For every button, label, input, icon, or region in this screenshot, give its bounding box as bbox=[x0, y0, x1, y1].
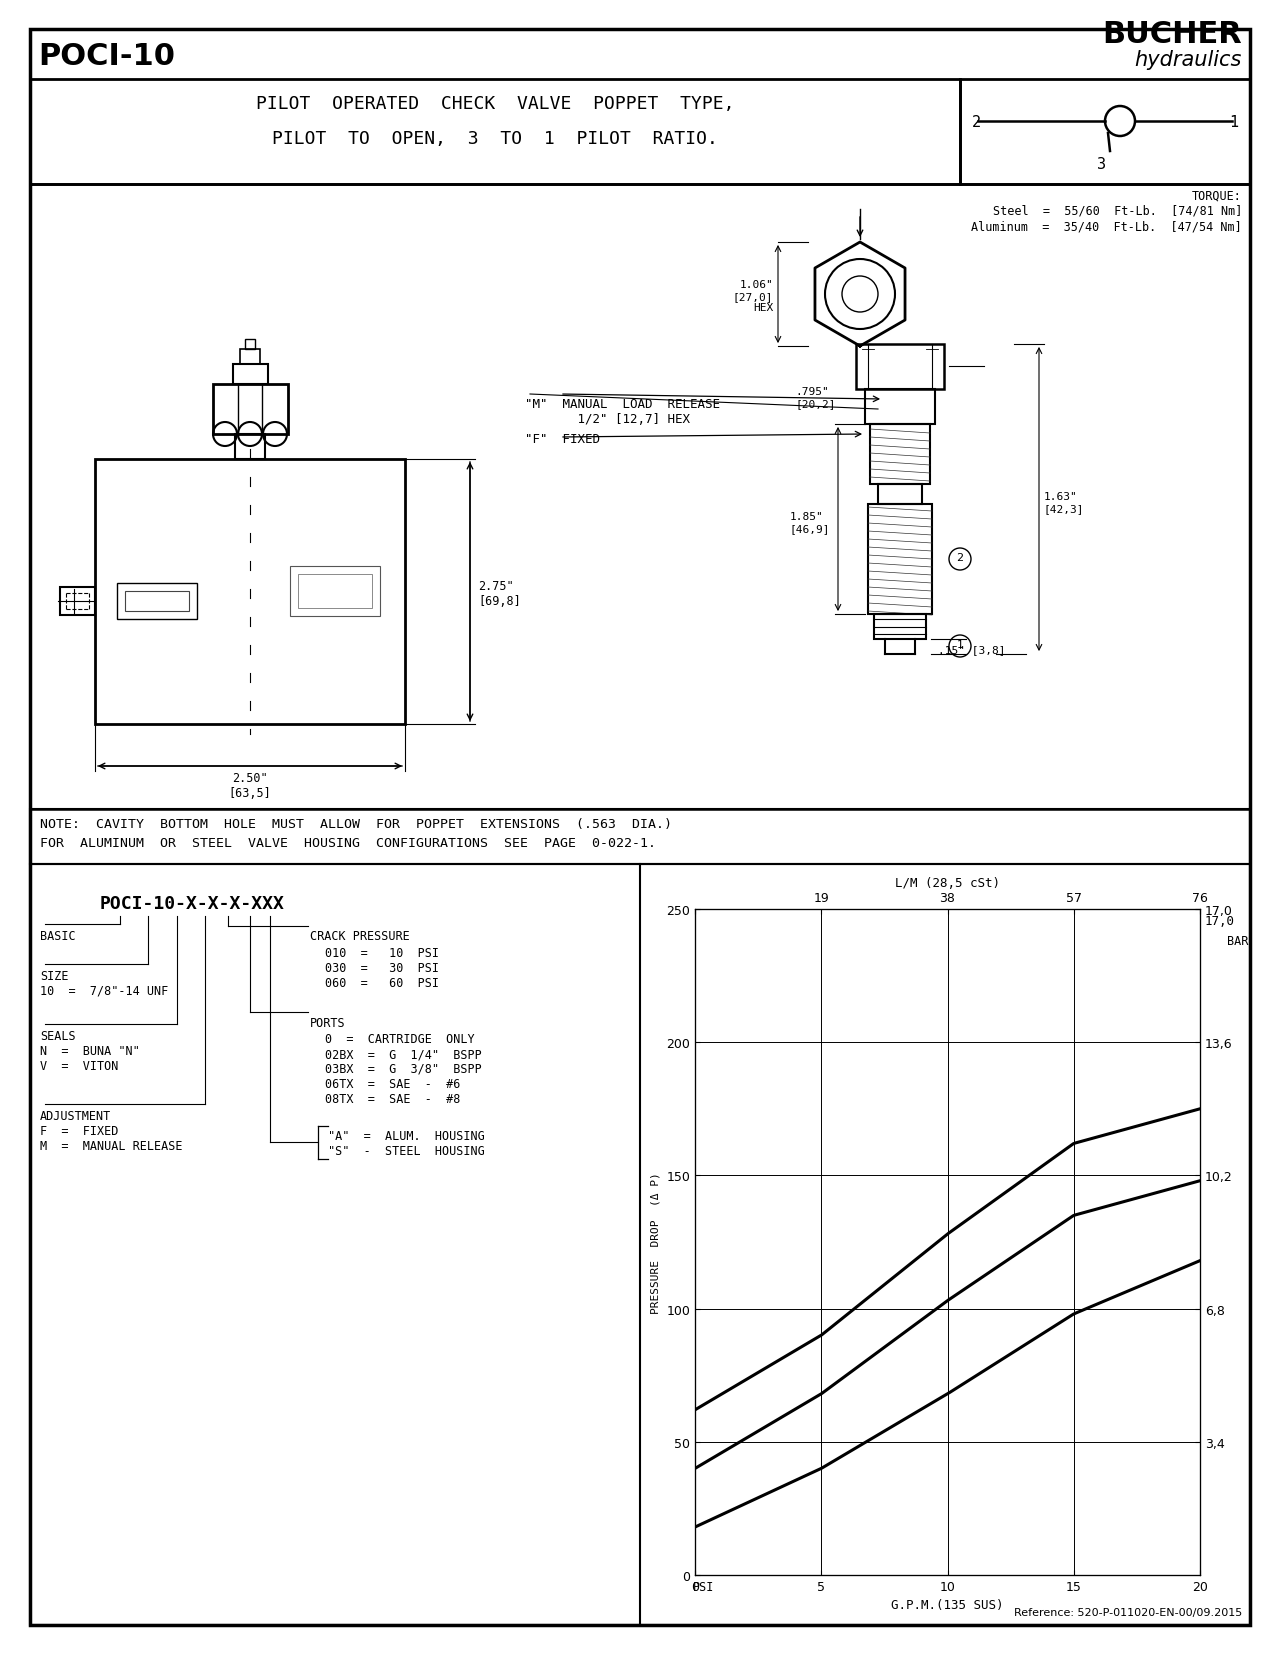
Bar bbox=[236, 435, 265, 460]
Text: 3: 3 bbox=[1097, 157, 1107, 172]
Text: Aluminum  =  35/40  Ft-Lb.  [47/54 Nm]: Aluminum = 35/40 Ft-Lb. [47/54 Nm] bbox=[972, 220, 1242, 233]
Text: PORTS: PORTS bbox=[310, 1016, 346, 1029]
Bar bbox=[29, 185, 1251, 809]
Text: Reference: 520-P-011020-EN-00/09.2015: Reference: 520-P-011020-EN-00/09.2015 bbox=[1014, 1607, 1242, 1617]
Y-axis label: PRESSURE  DROP  (Δ P): PRESSURE DROP (Δ P) bbox=[650, 1172, 660, 1312]
Text: 010  =   10  PSI: 010 = 10 PSI bbox=[325, 947, 439, 960]
Bar bbox=[960, 79, 1251, 185]
Text: 1: 1 bbox=[1229, 114, 1238, 131]
Bar bbox=[856, 344, 945, 391]
Text: POCI-10: POCI-10 bbox=[38, 41, 175, 71]
Text: 1.63"
[42,3]: 1.63" [42,3] bbox=[1044, 492, 1084, 513]
Text: 0  =  CARTRIDGE  ONLY: 0 = CARTRIDGE ONLY bbox=[325, 1033, 475, 1046]
Text: "A"  =  ALUM.  HOUSING: "A" = ALUM. HOUSING bbox=[328, 1129, 485, 1142]
Text: 2.75"
[69,8]: 2.75" [69,8] bbox=[477, 579, 521, 607]
Text: 06TX  =  SAE  -  #6: 06TX = SAE - #6 bbox=[325, 1077, 461, 1091]
Text: 1.85"
[46,9]: 1.85" [46,9] bbox=[790, 511, 831, 533]
Bar bbox=[116, 584, 197, 619]
Text: ADJUSTMENT
F  =  FIXED
M  =  MANUAL RELEASE: ADJUSTMENT F = FIXED M = MANUAL RELEASE bbox=[40, 1109, 183, 1152]
Text: 08TX  =  SAE  -  #8: 08TX = SAE - #8 bbox=[325, 1092, 461, 1106]
Text: 2.50"
[63,5]: 2.50" [63,5] bbox=[229, 771, 271, 799]
Bar bbox=[60, 588, 95, 616]
Text: Steel  =  55/60  Ft-Lb.  [74/81 Nm]: Steel = 55/60 Ft-Lb. [74/81 Nm] bbox=[992, 205, 1242, 218]
Text: .15" [3,8]: .15" [3,8] bbox=[938, 644, 1006, 655]
Text: BASIC: BASIC bbox=[40, 930, 76, 942]
Text: PILOT  TO  OPEN,  3  TO  1  PILOT  RATIO.: PILOT TO OPEN, 3 TO 1 PILOT RATIO. bbox=[273, 131, 718, 147]
Bar bbox=[212, 384, 288, 435]
X-axis label: G.P.M.(135 SUS): G.P.M.(135 SUS) bbox=[891, 1599, 1004, 1612]
Text: 1: 1 bbox=[956, 639, 964, 650]
Text: CRACK PRESSURE: CRACK PRESSURE bbox=[310, 930, 410, 942]
Text: 2: 2 bbox=[956, 553, 964, 563]
Text: SIZE
10  =  7/8"-14 UNF: SIZE 10 = 7/8"-14 UNF bbox=[40, 970, 168, 998]
Text: BAR: BAR bbox=[1226, 935, 1248, 947]
Bar bbox=[244, 339, 255, 349]
Bar bbox=[95, 460, 404, 725]
Text: 03BX  =  G  3/8"  BSPP: 03BX = G 3/8" BSPP bbox=[325, 1063, 481, 1076]
Bar bbox=[233, 364, 268, 384]
Text: 17,0: 17,0 bbox=[1204, 915, 1235, 927]
Bar bbox=[298, 574, 372, 609]
Text: 2: 2 bbox=[972, 114, 982, 131]
Text: .795"
[20,2]: .795" [20,2] bbox=[795, 387, 836, 409]
Text: 02BX  =  G  1/4"  BSPP: 02BX = G 1/4" BSPP bbox=[325, 1048, 481, 1061]
Bar bbox=[291, 566, 380, 617]
Text: POCI-10-X-X-X-XXX: POCI-10-X-X-X-XXX bbox=[100, 894, 285, 912]
Bar bbox=[865, 391, 934, 425]
Bar bbox=[870, 425, 931, 485]
Text: "F"  FIXED: "F" FIXED bbox=[525, 432, 600, 445]
Text: hydraulics: hydraulics bbox=[1134, 50, 1242, 70]
Bar bbox=[29, 864, 1251, 1625]
Bar bbox=[874, 614, 925, 639]
Text: FOR  ALUMINUM  OR  STEEL  VALVE  HOUSING  CONFIGURATIONS  SEE  PAGE  0-022-1.: FOR ALUMINUM OR STEEL VALVE HOUSING CONF… bbox=[40, 836, 657, 849]
Bar bbox=[29, 79, 960, 185]
Text: 1.06"
[27,0]
HEX: 1.06" [27,0] HEX bbox=[732, 280, 773, 313]
Bar bbox=[125, 591, 189, 612]
Text: SEALS
N  =  BUNA "N"
V  =  VITON: SEALS N = BUNA "N" V = VITON bbox=[40, 1029, 140, 1072]
Text: NOTE:  CAVITY  BOTTOM  HOLE  MUST  ALLOW  FOR  POPPET  EXTENSIONS  (.563  DIA.): NOTE: CAVITY BOTTOM HOLE MUST ALLOW FOR … bbox=[40, 818, 672, 831]
Bar bbox=[878, 485, 922, 505]
Text: TORQUE:: TORQUE: bbox=[1192, 190, 1242, 204]
Text: "M"  MANUAL  LOAD  RELEASE
       1/2" [12,7] HEX: "M" MANUAL LOAD RELEASE 1/2" [12,7] HEX bbox=[525, 397, 719, 425]
Text: "S"  -  STEEL  HOUSING: "S" - STEEL HOUSING bbox=[328, 1144, 485, 1157]
Bar bbox=[241, 349, 260, 364]
Text: BUCHER: BUCHER bbox=[1102, 20, 1242, 50]
X-axis label: L/M (28,5 cSt): L/M (28,5 cSt) bbox=[895, 875, 1000, 889]
Text: 060  =   60  PSI: 060 = 60 PSI bbox=[325, 976, 439, 990]
Text: PSI: PSI bbox=[692, 1581, 714, 1594]
Bar bbox=[868, 505, 932, 614]
Bar bbox=[29, 809, 1251, 864]
Text: PILOT  OPERATED  CHECK  VALVE  POPPET  TYPE,: PILOT OPERATED CHECK VALVE POPPET TYPE, bbox=[256, 94, 735, 113]
Text: 030  =   30  PSI: 030 = 30 PSI bbox=[325, 962, 439, 975]
